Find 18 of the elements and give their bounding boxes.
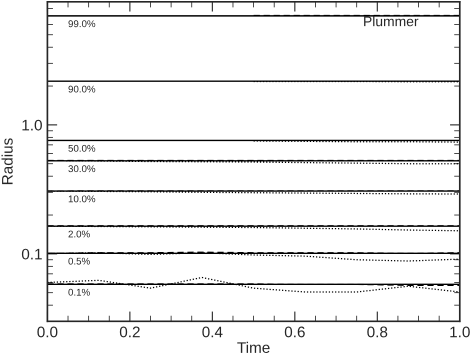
annotation: 0.1% [68,288,90,296]
annotation: 30.0% [68,165,96,172]
annotation: Plummer [364,16,418,26]
annotation: 99.0% [68,20,96,28]
x-tick-label: 0.6 [284,326,305,338]
y-axis-title: Radius [2,138,13,184]
annotation: 10.0% [68,195,96,202]
annotation: 90.0% [68,86,96,93]
x-tick-label: 1.0 [450,326,470,338]
y-tick-label: 0.1 [22,248,42,260]
annotation: 2.0% [68,230,90,238]
annotation: 0.5% [68,258,90,265]
x-tick-label: 0.4 [202,326,223,338]
x-tick-label: 0.0 [37,326,58,338]
x-tick-label: 0.2 [120,326,140,338]
x-tick-label: 0.8 [367,326,388,338]
annotation: 50.0% [68,144,96,152]
x-axis-title: Time [237,342,270,354]
